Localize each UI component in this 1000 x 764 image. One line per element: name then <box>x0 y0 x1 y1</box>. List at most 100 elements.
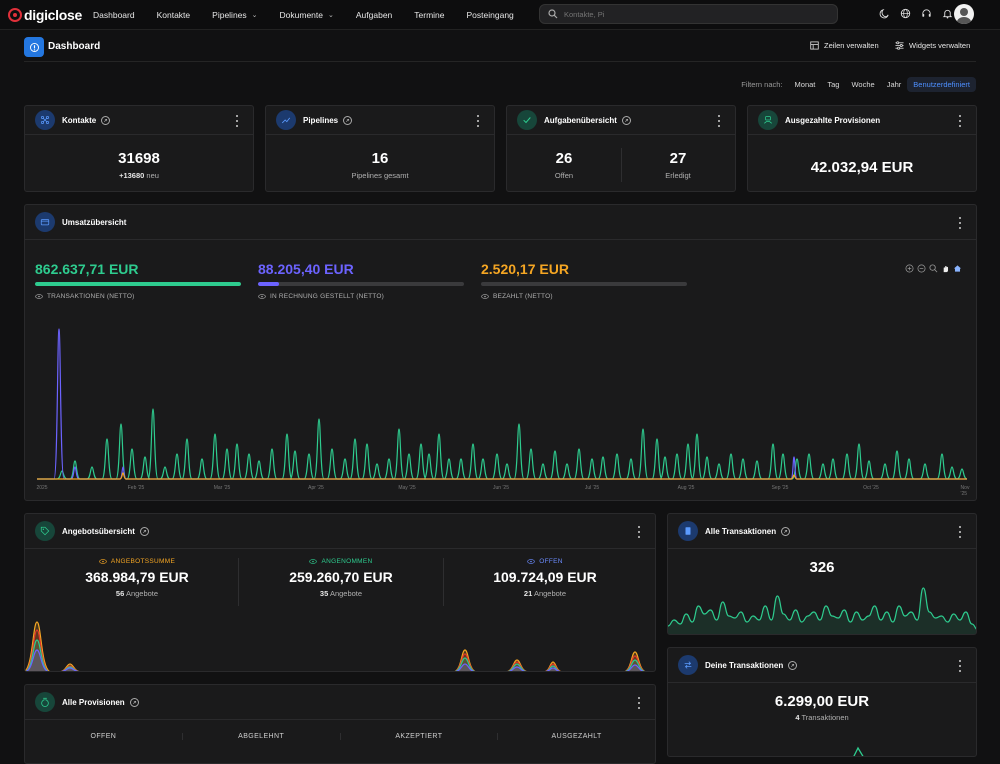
nav-label: Aufgaben <box>355 9 393 20</box>
widget-menu-icon[interactable] <box>958 217 962 229</box>
widget-menu-icon[interactable] <box>717 115 721 127</box>
x-tick-label: Oct '25 <box>863 485 879 491</box>
widget-menu-icon[interactable] <box>637 697 641 709</box>
transactions-series <box>37 408 967 480</box>
home-icon[interactable] <box>952 263 962 273</box>
offer-count-value: 21 <box>523 589 533 598</box>
nav-label: Kontakte <box>156 9 191 20</box>
money-bag-icon <box>35 692 55 712</box>
search-input[interactable] <box>564 9 824 19</box>
zoom-out-icon[interactable] <box>916 263 926 273</box>
external-link-icon[interactable] <box>788 660 798 670</box>
pan-hand-icon[interactable] <box>940 263 950 273</box>
brand-logo[interactable]: digiclose <box>8 7 82 23</box>
tasks-open-label: Offen <box>554 171 574 180</box>
eye-icon <box>99 559 107 564</box>
metric-progress-fill <box>35 282 241 286</box>
paid-series <box>37 472 967 480</box>
commission-status-columns: OFFEN ABGELEHNT AKZEPTIERT AUSGEZAHLT <box>25 733 655 740</box>
manage-rows-button[interactable]: Zeilen verwalten <box>810 41 879 50</box>
widget-header: Deine Transaktionen <box>668 648 976 683</box>
metric-paid: 2.520,17 EUR BEZAHLT (NETTO) <box>481 261 687 300</box>
widget-header: Angebotsübersicht <box>25 514 655 549</box>
transactions-sparkline <box>668 587 976 634</box>
metric-progress <box>481 282 687 286</box>
metric-caption[interactable]: BEZAHLT (NETTO) <box>481 293 687 300</box>
moon-icon[interactable] <box>878 7 890 19</box>
globe-icon[interactable] <box>899 7 911 19</box>
tasks-widget: Aufgabenübersicht 26 Offen 27 Erledigt <box>506 105 736 192</box>
metric-caption[interactable]: IN RECHNUNG GESTELLT (NETTO) <box>258 293 464 300</box>
filter-week[interactable]: Woche <box>851 79 875 89</box>
tasks-done: 27 Erledigt <box>621 150 735 180</box>
nav-posteingang[interactable]: Posteingang <box>456 0 525 30</box>
offers-open-series <box>25 649 645 671</box>
x-tick-label: Aug '25 <box>677 485 695 491</box>
external-link-icon[interactable] <box>129 697 139 707</box>
external-link-icon[interactable] <box>781 526 791 536</box>
metric-caption[interactable]: TRANSAKTIONEN (NETTO) <box>35 293 241 300</box>
widget-menu-icon[interactable] <box>958 660 962 672</box>
x-tick-label: 2025 <box>36 485 48 491</box>
filter-custom[interactable]: Benutzerdefiniert <box>907 76 976 92</box>
offer-caption[interactable]: ANGEBOTSSUMME <box>37 558 237 565</box>
x-tick-label: Sep '25 <box>771 485 789 491</box>
widget-menu-icon[interactable] <box>476 115 480 127</box>
external-link-icon[interactable] <box>343 115 353 125</box>
my-transactions-count-value: 4 <box>795 713 800 722</box>
widget-header: Umsatzübersicht <box>25 205 976 240</box>
offers-accepted-series <box>25 639 645 671</box>
global-search[interactable] <box>539 4 838 24</box>
filter-month[interactable]: Monat <box>794 79 816 89</box>
transactions-line <box>668 587 976 630</box>
nav-label: Termine <box>414 9 445 20</box>
offers-widget: Angebotsübersicht ANGEBOTSSUMME 368.984,… <box>24 513 656 672</box>
nav-aufgaben[interactable]: Aufgaben <box>345 0 403 30</box>
main-nav: Dashboard Kontakte Pipelines ⌄ Dokumente ⌄… <box>82 0 525 30</box>
user-avatar[interactable] <box>954 4 974 24</box>
metric-progress <box>258 282 464 286</box>
external-link-icon[interactable] <box>139 526 149 536</box>
offer-caption[interactable]: ANGENOMMEN <box>241 558 441 565</box>
filter-year[interactable]: Jahr <box>886 79 902 89</box>
all-transactions-widget: Alle Transaktionen 326 <box>667 513 977 635</box>
metric-progress-fill <box>258 282 279 286</box>
widget-menu-icon[interactable] <box>958 526 962 538</box>
tasks-done-label: Erledigt <box>665 171 691 180</box>
magnifier-icon[interactable] <box>928 263 938 273</box>
eye-icon <box>527 559 535 564</box>
brand-name: digiclose <box>24 6 82 23</box>
widget-menu-icon[interactable] <box>958 115 962 127</box>
filter-day[interactable]: Tag <box>827 79 840 89</box>
widget-menu-icon[interactable] <box>637 526 641 538</box>
nav-label: Dokumente <box>279 9 323 20</box>
wallet-icon <box>35 212 55 232</box>
offers-accepted: ANGENOMMEN 259.260,70 EUR 35 Angebote <box>241 558 441 598</box>
nav-kontakte[interactable]: Kontakte <box>146 0 202 30</box>
top-navbar: digiclose Dashboard Kontakte Pipelines ⌄ … <box>0 0 1000 30</box>
widget-header: Kontakte <box>25 106 253 135</box>
my-transactions-count: 4 Transaktionen <box>668 713 976 722</box>
nav-pipelines[interactable]: Pipelines ⌄ <box>201 0 268 30</box>
offers-total-series <box>25 621 646 671</box>
invoiced-series <box>37 328 967 480</box>
x-tick-label: May '25 <box>398 485 416 491</box>
nav-dokumente[interactable]: Dokumente ⌄ <box>269 0 345 30</box>
metric-value: 88.205,40 EUR <box>258 261 354 277</box>
manage-widgets-button[interactable]: Widgets verwalten <box>895 41 970 50</box>
headset-icon[interactable] <box>920 7 932 19</box>
offers-open: OFFEN 109.724,09 EUR 21 Angebote <box>445 558 645 598</box>
offers-total: ANGEBOTSSUMME 368.984,79 EUR 56 Angebote <box>37 558 237 598</box>
zoom-in-icon[interactable] <box>904 263 914 273</box>
external-link-icon[interactable] <box>621 115 631 125</box>
page-title: Dashboard <box>48 41 101 52</box>
bell-icon[interactable] <box>941 7 953 19</box>
offer-caption-label: OFFEN <box>539 558 563 565</box>
external-link-icon[interactable] <box>101 115 111 125</box>
document-icon <box>678 521 698 541</box>
nav-termine[interactable]: Termine <box>403 0 455 30</box>
widget-menu-icon[interactable] <box>235 115 239 127</box>
offer-caption[interactable]: OFFEN <box>445 558 645 565</box>
nav-dashboard[interactable]: Dashboard <box>82 0 146 30</box>
widget-title: Kontakte <box>62 115 97 125</box>
